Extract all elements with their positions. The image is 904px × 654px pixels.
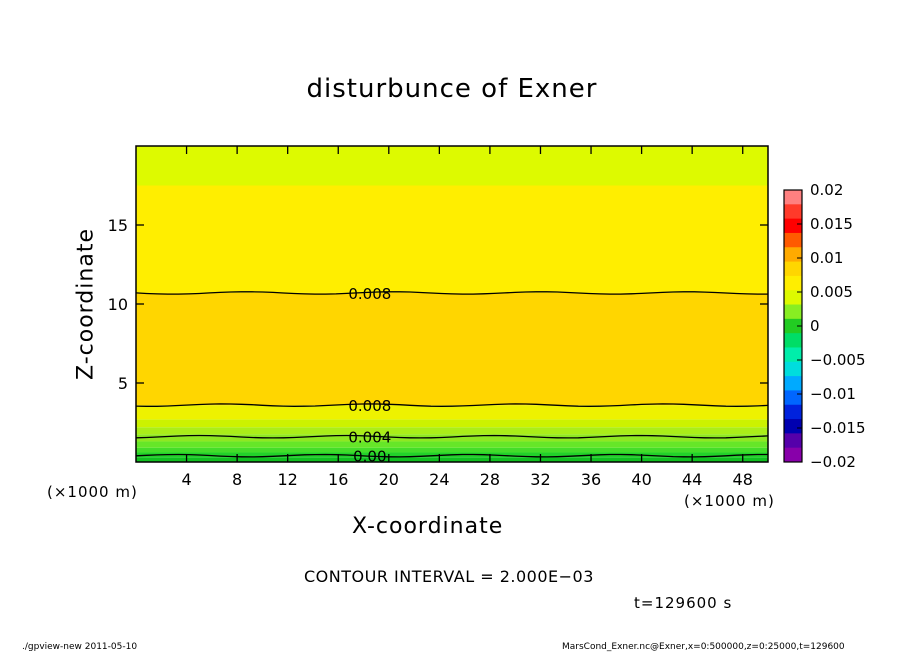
colorbar-tick-label-1: 0.015	[810, 215, 853, 233]
colorbar-ticks: 0.02 0.015 0.01 0.005 0 −0.005 −0.01 −0.015 −0.0…	[797, 181, 866, 471]
contour-lines	[135, 291, 769, 458]
x-tick-label-2: 12	[278, 470, 298, 489]
x-tick-label-10: 44	[682, 470, 702, 489]
x-tick-label-5: 24	[429, 470, 449, 489]
x-tick-label-9: 40	[631, 470, 651, 489]
colorbar-tick-label-7: −0.015	[810, 419, 866, 437]
contour-line-1	[135, 403, 769, 407]
colorbar-cell-9	[784, 318, 802, 334]
colorbar-cell-8	[784, 304, 802, 320]
colorbar-cell-4	[784, 247, 802, 263]
x-tick-label-7: 32	[530, 470, 550, 489]
contour-label-1: 0.008	[348, 397, 391, 415]
colorbar-cell-3	[784, 232, 802, 248]
colorbar-tick-label-0: 0.02	[810, 181, 843, 199]
contour-label-0: 0.008	[348, 285, 391, 303]
colorbar-tick-label-3: 0.005	[810, 283, 853, 301]
y-tick-label-0: 5	[118, 374, 128, 393]
band-8	[136, 292, 768, 406]
colorbar-cell-7	[784, 290, 802, 306]
x-tick-label-0: 4	[181, 470, 191, 489]
colorbar-cell-1	[784, 204, 802, 220]
band-9	[136, 185, 768, 293]
colorbar-cell-2	[784, 218, 802, 234]
colorbar-cell-11	[784, 347, 802, 363]
band-6	[136, 419, 768, 428]
colorbar-tick-label-8: −0.02	[810, 453, 856, 471]
colorbar-cell-5	[784, 261, 802, 277]
x-unit-label: (×1000 m)	[684, 492, 775, 510]
colorbar-cell-10	[784, 333, 802, 348]
colorbar-cell-12	[784, 361, 802, 377]
y-tick-label-1: 10	[108, 295, 128, 314]
contour-line-3	[135, 453, 768, 458]
y-unit-label: (×1000 m)	[47, 483, 138, 501]
band-5	[136, 427, 768, 435]
colorbar-cell-18	[784, 447, 802, 463]
footer-right: MarsCond_Exner.nc@Exner,x=0:500000,z=0:2…	[562, 642, 845, 652]
colorbar-cell-6	[784, 275, 802, 291]
colorbar-cell-0	[784, 190, 802, 205]
colorbar-tick-label-5: −0.005	[810, 351, 866, 369]
x-tick-label-6: 28	[480, 470, 500, 489]
contour-label-2: 0.004	[348, 429, 391, 447]
footer-left: ./gpview-new 2011-05-10	[22, 642, 138, 652]
contour-line-0	[135, 291, 768, 295]
colorbar-cell-16	[784, 419, 802, 434]
colorbar-tick-label-4: 0	[810, 317, 820, 335]
colorbar-cell-17	[784, 433, 802, 449]
y-axis-ticks: 5 10 15	[108, 216, 768, 393]
time-label: t=129600 s	[634, 594, 733, 612]
band-10	[136, 146, 768, 186]
y-tick-label-2: 15	[108, 216, 128, 235]
x-axis-ticks: 4 8 12 16 20 24 28 32 36 40 44 48	[181, 146, 753, 489]
contour-interval-text: CONTOUR INTERVAL = 2.000E−03	[304, 567, 594, 586]
band-3	[136, 441, 768, 448]
colorbar-cell-15	[784, 404, 802, 420]
colorbar-cell-14	[784, 390, 802, 406]
band-0	[136, 457, 768, 462]
colorbar-cell-13	[784, 376, 802, 391]
colorbar-tick-label-2: 0.01	[810, 249, 843, 267]
band-4	[136, 434, 768, 442]
x-tick-label-1: 8	[232, 470, 242, 489]
band-7	[136, 405, 768, 420]
chart-title: disturbunce of Exner	[306, 74, 598, 104]
y-axis-label: Z-coordinate	[73, 228, 99, 380]
contour-line-2	[135, 434, 769, 439]
contour-label-3: 0.00	[353, 448, 386, 466]
x-tick-label-4: 20	[379, 470, 399, 489]
x-axis-label: X-coordinate	[352, 514, 504, 539]
x-tick-label-3: 16	[328, 470, 348, 489]
contour-bands	[136, 146, 768, 462]
colorbar-tick-label-6: −0.01	[810, 385, 856, 403]
x-tick-label-11: 48	[733, 470, 753, 489]
x-tick-label-8: 36	[581, 470, 601, 489]
band-2	[136, 447, 768, 453]
